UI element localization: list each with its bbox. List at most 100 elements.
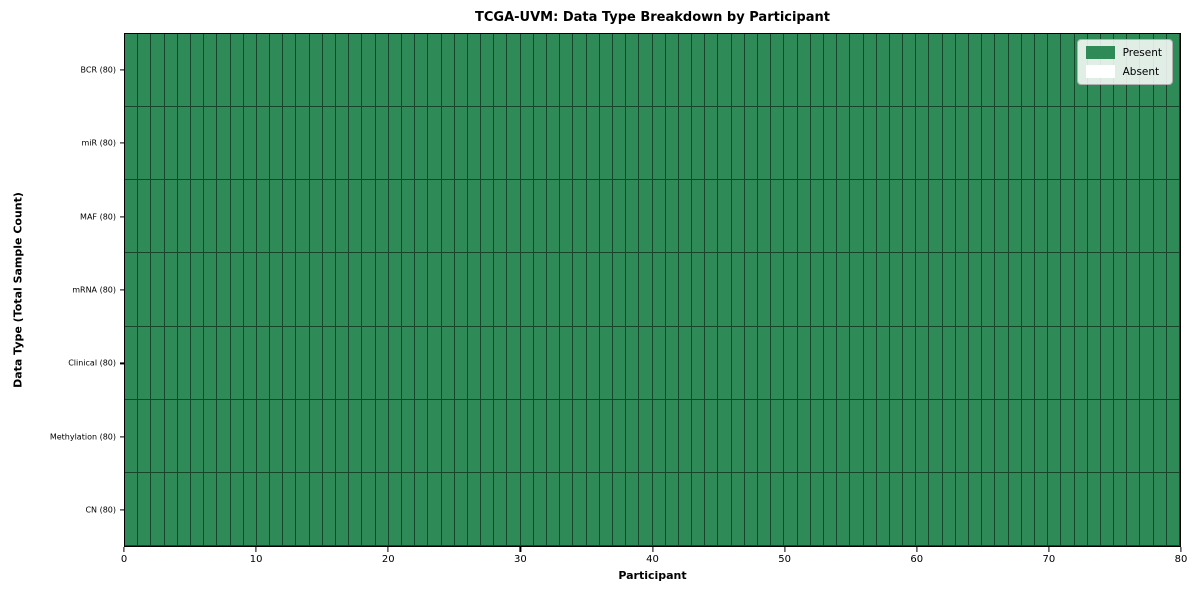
- heatmap-cell: [322, 399, 336, 473]
- heatmap-cell: [758, 107, 772, 181]
- heatmap-cell: [1048, 326, 1062, 400]
- heatmap-cell: [270, 472, 284, 546]
- heatmap-cell: [876, 472, 890, 546]
- heatmap-cell: [1061, 34, 1075, 108]
- x-tick-label-80: 80: [1174, 554, 1188, 565]
- heatmap-cell: [494, 180, 508, 254]
- heatmap-cell: [692, 399, 706, 473]
- heatmap-cell: [889, 399, 904, 473]
- heatmap-cell: [204, 253, 218, 327]
- heatmap-cell: [612, 180, 627, 254]
- heatmap-cell: [612, 253, 627, 327]
- heatmap-cell: [903, 180, 917, 254]
- heatmap-cell: [520, 399, 534, 473]
- heatmap-cell: [652, 180, 666, 254]
- x-tick-mark: [387, 547, 389, 552]
- x-tick-mark: [1180, 547, 1182, 552]
- heatmap-cell: [784, 180, 798, 254]
- heatmap-cell: [388, 326, 402, 400]
- heatmap-cell: [744, 34, 758, 108]
- heatmap-cell: [969, 253, 983, 327]
- heatmap-cell: [454, 253, 468, 327]
- heatmap-cell: [652, 34, 666, 108]
- heatmap-cell: [375, 326, 389, 400]
- heatmap-cell: [573, 472, 587, 546]
- heatmap-cell: [1087, 180, 1101, 254]
- heatmap-cell: [283, 253, 297, 327]
- heatmap-cell: [1127, 107, 1141, 181]
- heatmap-cell: [626, 253, 640, 327]
- heatmap-cell: [507, 107, 521, 181]
- heatmap-cell: [705, 107, 719, 181]
- heatmap-cell: [349, 472, 363, 546]
- heatmap-cell: [349, 399, 363, 473]
- heatmap-cell: [375, 107, 389, 181]
- heatmap-cell: [362, 34, 376, 108]
- heatmap-cell: [1061, 180, 1075, 254]
- heatmap-cell: [771, 399, 785, 473]
- heatmap-cell: [401, 253, 416, 327]
- heatmap-cell: [481, 472, 495, 546]
- heatmap-cell: [889, 253, 904, 327]
- heatmap-cell: [256, 472, 271, 546]
- heatmap-cell: [995, 253, 1009, 327]
- heatmap-cell: [467, 326, 482, 400]
- heatmap-cell: [309, 253, 323, 327]
- heatmap-cell: [441, 107, 455, 181]
- heatmap-cell: [533, 107, 547, 181]
- heatmap-cell: [1114, 253, 1128, 327]
- heatmap-cell: [837, 472, 851, 546]
- heatmap-cell: [125, 34, 139, 108]
- heatmap-cell: [678, 107, 693, 181]
- heatmap-cell: [995, 399, 1009, 473]
- heatmap-cell: [309, 472, 323, 546]
- heatmap-cell: [125, 107, 139, 181]
- heatmap-cell: [204, 472, 218, 546]
- heatmap-cell: [744, 472, 758, 546]
- heatmap-cell: [336, 107, 350, 181]
- heatmap-cell: [863, 472, 877, 546]
- heatmap-cell: [415, 107, 429, 181]
- heatmap-cell: [204, 326, 218, 400]
- heatmap-cell: [955, 180, 969, 254]
- heatmap-cell: [665, 326, 679, 400]
- heatmap-cell: [454, 34, 468, 108]
- heatmap-cell: [982, 472, 996, 546]
- legend-entry-present: Present: [1085, 46, 1162, 59]
- legend-swatch-present: [1085, 46, 1115, 59]
- heatmap-cell: [1021, 180, 1035, 254]
- heatmap-cell: [586, 180, 600, 254]
- heatmap-cell: [547, 34, 561, 108]
- heatmap-cell: [678, 253, 693, 327]
- heatmap-cell: [810, 472, 824, 546]
- heatmap-cell: [692, 180, 706, 254]
- heatmap-cell: [678, 399, 693, 473]
- heatmap-cell: [692, 107, 706, 181]
- heatmap-cell: [889, 107, 904, 181]
- heatmap-cell: [204, 180, 218, 254]
- y-tick-mark: [119, 215, 124, 218]
- heatmap-cell: [612, 326, 627, 400]
- heatmap-cell: [705, 34, 719, 108]
- heatmap-cell: [441, 180, 455, 254]
- heatmap-cell: [243, 399, 257, 473]
- heatmap-cell: [995, 34, 1009, 108]
- heatmap-cell: [401, 472, 416, 546]
- heatmap-cell: [771, 180, 785, 254]
- heatmap-cell: [138, 472, 152, 546]
- heatmap-cell: [969, 34, 983, 108]
- heatmap-cell: [138, 34, 152, 108]
- heatmap-cell: [349, 253, 363, 327]
- heatmap-cell: [903, 326, 917, 400]
- heatmap-cell: [1008, 34, 1022, 108]
- heatmap-cell: [692, 34, 706, 108]
- heatmap-cell: [995, 180, 1009, 254]
- heatmap-cell: [586, 107, 600, 181]
- heatmap-cell: [718, 472, 732, 546]
- heatmap-cell: [533, 253, 547, 327]
- heatmap-cell: [1048, 180, 1062, 254]
- heatmap-cell: [296, 472, 310, 546]
- heatmap-cell: [401, 34, 416, 108]
- heatmap-cell: [1114, 107, 1128, 181]
- heatmap-cell: [428, 180, 442, 254]
